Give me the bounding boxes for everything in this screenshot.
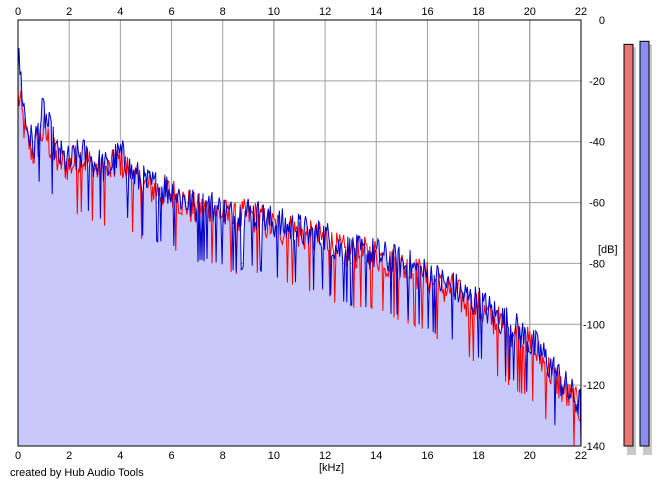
y-ticks: 0 -20 -40 -60 -80 -100 -120 -140: [583, 15, 605, 453]
x-tick-label-top: 16: [421, 6, 433, 18]
x-tick-label-top: 8: [220, 6, 226, 18]
y-tick-label: -40: [589, 137, 605, 149]
y-tick-label: 0: [599, 15, 605, 27]
x-tick-label-top: 14: [370, 6, 382, 18]
spectrum-fill: [18, 48, 581, 446]
y-tick-label: -80: [589, 258, 605, 270]
x-tick-label-top: 4: [117, 6, 123, 18]
x-tick-label-bottom: 22: [575, 450, 587, 462]
level-meter-bar: [623, 43, 634, 447]
x-tick-label-bottom: 8: [220, 450, 226, 462]
y-tick-label: -60: [589, 198, 605, 210]
x-tick-label-bottom: 4: [117, 450, 123, 462]
x-tick-label-top: 18: [473, 6, 485, 18]
x-tick-label-bottom: 10: [268, 450, 280, 462]
x-tick-label-bottom: 12: [319, 450, 331, 462]
x-tick-label-top: 6: [168, 6, 174, 18]
y-tick-label: -120: [583, 380, 605, 392]
x-tick-label-bottom: 20: [524, 450, 536, 462]
x-tick-label-bottom: 14: [370, 450, 382, 462]
series-line: [17, 48, 582, 447]
series-line: [17, 90, 582, 447]
x-ticks-top: 0 2 4 6 8 10 12 14 16 18 20 22: [15, 6, 587, 18]
x-tick-label-bottom: 6: [168, 450, 174, 462]
x-tick-label-bottom: 2: [66, 450, 72, 462]
credit-text: created by Hub Audio Tools: [10, 467, 144, 479]
x-tick-label-top: 0: [15, 6, 21, 18]
x-tick-label-bottom: 16: [421, 450, 433, 462]
x-axis-label: [kHz]: [319, 462, 344, 474]
x-tick-label-bottom: 0: [15, 450, 21, 462]
y-tick-label: -140: [583, 441, 605, 453]
y-tick-label: -100: [583, 319, 605, 331]
x-ticks-bottom: 0 2 4 6 8 10 12 14 16 18 20 22: [15, 450, 587, 462]
y-axis-label: [dB]: [598, 244, 618, 256]
x-tick-label-top: 2: [66, 6, 72, 18]
spectrum-area: [18, 48, 581, 446]
level-meters: [623, 40, 652, 456]
x-tick-label-top: 20: [524, 6, 536, 18]
y-tick-label: -20: [589, 76, 605, 88]
x-tick-label-top: 12: [319, 6, 331, 18]
level-meter-bar: [639, 40, 650, 447]
x-tick-label-top: 22: [575, 6, 587, 18]
plot-frame: [17, 19, 582, 447]
x-tick-label-top: 10: [268, 6, 280, 18]
x-tick-label-bottom: 18: [473, 450, 485, 462]
series-lines: [17, 48, 582, 447]
